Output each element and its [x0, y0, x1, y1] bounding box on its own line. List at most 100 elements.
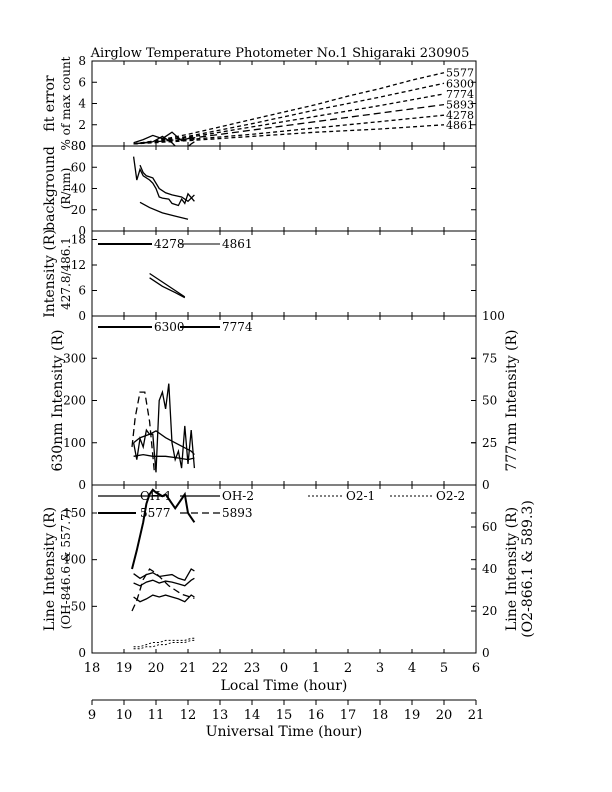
series-line-O2-2 — [133, 639, 195, 650]
y-right-tick-label: 0 — [482, 478, 490, 492]
panel-frame — [91, 60, 477, 147]
panel-frame — [91, 315, 477, 486]
panel-fit-error: 0 2 4 6 8 fit error% of max count 557763007774… — [42, 54, 477, 153]
ut-tick-label: 20 — [436, 708, 453, 723]
series-line-OH-1 — [133, 594, 195, 603]
ut-tick-label: 21 — [468, 708, 485, 723]
y-tick-label: 40 — [71, 182, 86, 196]
line-label-5893: 5893 — [446, 99, 474, 112]
ut-tick-label: 15 — [276, 708, 293, 723]
line-label-7774: 7774 — [446, 88, 474, 101]
series-group — [132, 156, 195, 220]
ut-tick-label: 9 — [88, 708, 96, 723]
y-right-tick-label: 100 — [482, 309, 505, 323]
series-line-5893 — [133, 103, 445, 145]
y-tick-label: 100 — [63, 553, 86, 567]
series-line-6300 — [133, 82, 445, 145]
line-label-6300: 6300 — [446, 77, 474, 90]
ut-tick-label: 18 — [372, 708, 389, 723]
line-label-5577: 5577 — [446, 67, 474, 80]
panel-frame — [91, 145, 477, 232]
line-label-4861: 4861 — [446, 119, 474, 132]
panel-blue-lines: 0 6 12 18 Intensity (R) 427.8/486.1 4278 4861 — [42, 229, 477, 323]
ut-tick-label: 16 — [308, 708, 325, 723]
y-tick-label: 4 — [78, 97, 86, 111]
series-line-4861 — [133, 124, 445, 145]
figure-title: Airglow Temperature Photometer No.1 Shig… — [90, 46, 470, 61]
x-axis-label: Local Time (hour) — [221, 678, 348, 694]
series-line-trace-2 — [133, 453, 195, 461]
series-group — [131, 383, 196, 473]
ut-tick-label: 13 — [212, 708, 229, 723]
x-tick-label: 18 — [84, 661, 101, 676]
x-tick-label: 21 — [180, 661, 197, 676]
ut-tick-label: 10 — [116, 708, 133, 723]
x-tick-label: 19 — [116, 661, 133, 676]
legend-label: 5577 — [140, 506, 171, 520]
y-tick-label: 8 — [78, 54, 86, 68]
y-right-axis-label: (O2-866.1 & 589.3) — [520, 500, 536, 638]
series-line-trace-6 — [133, 131, 195, 144]
y-right-tick-label: 50 — [482, 394, 497, 408]
y-right-tick-label: 60 — [482, 520, 497, 534]
y-axis-label: (R/nm) — [59, 168, 73, 210]
ut-axis-label: Universal Time (hour) — [206, 724, 363, 740]
x-tick-label: 5 — [440, 661, 448, 676]
y-tick-label: 80 — [71, 139, 86, 153]
y-tick-label: 50 — [71, 599, 86, 613]
legend-label: O2-1 — [346, 489, 375, 503]
x-tick-label: 1 — [312, 661, 320, 676]
y-right-tick-label: 0 — [482, 646, 490, 660]
y-tick-label: 0 — [78, 478, 86, 492]
series-line-trace-0 — [132, 156, 195, 207]
y-right-axis-label: 777nm Intensity (R) — [504, 329, 520, 471]
x-tick-label: 22 — [212, 661, 229, 676]
y-tick-label: 0 — [78, 139, 86, 153]
ut-tick-label: 19 — [404, 708, 421, 723]
legend-label: OH-1 — [140, 489, 172, 503]
series-line-OH-2 — [133, 577, 195, 587]
y-tick-label: 18 — [71, 233, 86, 247]
y-tick-label: 2 — [78, 118, 86, 132]
y-tick-label: 0 — [78, 646, 86, 660]
y-axis-label: background — [42, 146, 58, 231]
x-tick-label: 0 — [280, 661, 288, 676]
series-line-4278 — [149, 272, 186, 298]
y-tick-label: 20 — [71, 203, 86, 217]
panel-line-intensity: 0 50 100 150 0 20 40 60 Line Intensity (R) (OH-84… — [42, 484, 536, 660]
x-tick-label: 4 — [408, 661, 416, 676]
y-right-tick-label: 40 — [482, 562, 497, 576]
panel-background: 0 20 40 60 80 background (R/nm) — [42, 139, 477, 238]
x-tick-label: 23 — [244, 661, 261, 676]
y-axis-label: fit error — [42, 75, 58, 132]
legend-label: 4278 — [154, 237, 185, 251]
y-axis-label: (OH-846.6 & 557.7) — [59, 509, 73, 630]
series-group — [131, 488, 196, 650]
legend-label: O2-2 — [436, 489, 465, 503]
ut-tick-label: 11 — [148, 708, 165, 723]
y-tick-label: 6 — [78, 75, 86, 89]
x-tick-label: 3 — [376, 661, 384, 676]
series-line-4861 — [149, 277, 186, 299]
legend-label: 6300 — [154, 320, 185, 334]
y-tick-label: 300 — [63, 351, 86, 365]
series-line-trace-6 — [133, 568, 195, 581]
series-line-trace-7 — [133, 135, 195, 146]
x-tick-label: 20 — [148, 661, 165, 676]
series-line-5893 — [131, 568, 195, 612]
y-tick-label: 12 — [71, 258, 86, 272]
y-tick-label: 150 — [63, 506, 86, 520]
legend-label: 5893 — [222, 506, 253, 520]
y-right-tick-label: 25 — [482, 436, 497, 450]
ut-tick-label: 12 — [180, 708, 197, 723]
legend-label: 7774 — [222, 320, 253, 334]
line-label-4278: 4278 — [446, 109, 474, 122]
x-tick-label: 6 — [472, 661, 480, 676]
y-tick-label: 60 — [71, 160, 86, 174]
series-line-6300 — [132, 383, 196, 473]
y-tick-label: 6 — [78, 284, 86, 298]
y-right-tick-label: 20 — [482, 604, 497, 618]
series-group — [133, 72, 445, 146]
y-right-axis-label: Line Intensity (R) — [504, 507, 520, 631]
